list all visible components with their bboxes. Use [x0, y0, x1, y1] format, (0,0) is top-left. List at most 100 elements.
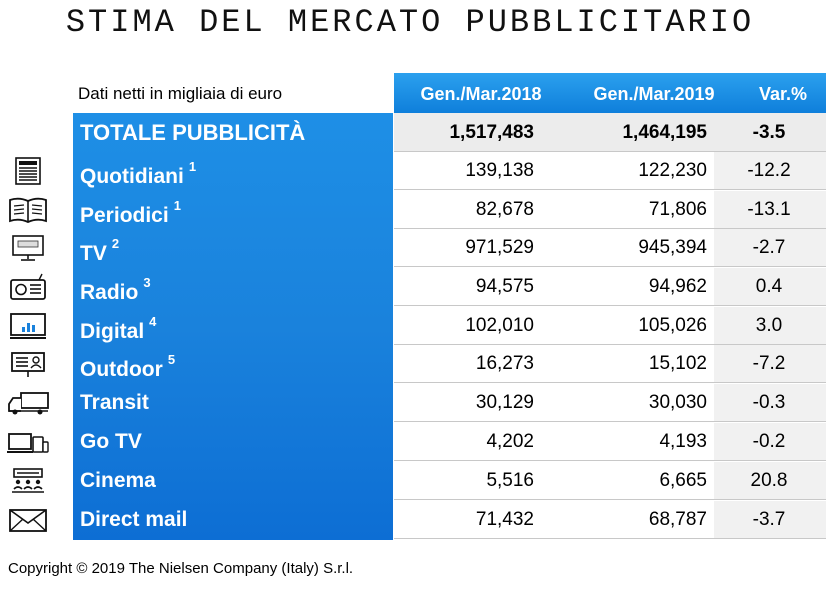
var-cell-background [714, 345, 826, 383]
row-divider [394, 421, 826, 422]
row-label-text: Radio [80, 281, 139, 304]
value-2019: 1,464,195 [622, 122, 707, 143]
row-divider [394, 344, 826, 345]
table-row: Cinema 5,516 6,665 20.8 [0, 462, 830, 500]
column-header-2019: Gen./Mar.2019 [593, 84, 715, 104]
table-row: Transit 30,129 30,030 -0.3 [0, 384, 830, 422]
footnote-marker: 1 [173, 198, 181, 213]
row-label-text: Go TV [80, 430, 142, 453]
row-label: Transit [80, 384, 149, 422]
cell-background [394, 268, 714, 306]
row-divider [394, 305, 826, 306]
var-cell-background [714, 384, 826, 422]
value-var: 3.0 [755, 315, 783, 336]
footnote-marker: 3 [143, 275, 151, 290]
row-label-text: Outdoor [80, 358, 163, 381]
footnote-marker: 2 [111, 236, 120, 251]
var-cell-background [714, 191, 826, 229]
row-divider [394, 189, 826, 190]
cell-background [394, 307, 714, 345]
var-cell-background [714, 462, 826, 500]
table-row: Direct mail 71,432 68,787 -3.7 [0, 501, 830, 539]
var-cell-background [714, 307, 826, 345]
table-row: Go TV 4,202 4,193 -0.2 [0, 423, 830, 461]
row-label-text: Transit [80, 391, 149, 414]
value-2018: 1,517,483 [449, 122, 534, 143]
value-var: -3.7 [752, 509, 786, 530]
cell-background [394, 462, 714, 500]
total-row: TOTALE PUBBLICITÀ 1,517,483 1,464,195 -3.5 [0, 113, 830, 152]
value-2018: 71,432 [475, 509, 534, 530]
value-var: -13.1 [747, 199, 791, 220]
footnote-marker: 4 [149, 314, 157, 329]
row-label: Cinema [80, 462, 156, 500]
value-var: 20.8 [750, 470, 788, 491]
cell-background [394, 152, 714, 190]
var-cell-background [714, 229, 826, 267]
var-cell-background [714, 152, 826, 190]
row-divider [394, 499, 826, 500]
value-var: -2.7 [752, 237, 786, 258]
value-var: -12.2 [747, 160, 791, 181]
value-var: -3.5 [752, 122, 786, 143]
radio-icon [6, 273, 50, 301]
value-2018: 139,138 [465, 160, 534, 181]
value-2019: 94,962 [648, 276, 707, 297]
value-2019: 105,026 [638, 315, 707, 336]
row-label: TV 2 [80, 229, 119, 267]
row-label: Direct mail [80, 501, 187, 539]
value-2018: 971,529 [465, 237, 534, 258]
table-row: Outdoor 5 16,273 15,102 -7.2 [0, 345, 830, 383]
row-label-text: Periodici [80, 204, 169, 227]
cell-background [394, 191, 714, 229]
value-2018: 94,575 [475, 276, 534, 297]
row-divider [394, 266, 826, 267]
footnote-marker: 1 [188, 159, 197, 174]
row-label-text: TV [80, 242, 107, 265]
open-magazine-icon [6, 196, 50, 224]
var-cell-background [714, 113, 826, 152]
value-2019: 30,030 [648, 392, 707, 413]
row-divider [394, 538, 826, 539]
value-2018: 30,129 [475, 392, 534, 413]
value-2019: 4,193 [659, 431, 707, 452]
value-2018: 102,010 [465, 315, 534, 336]
cell-background [394, 113, 714, 152]
var-cell-background [714, 268, 826, 306]
table-row: Periodici 1 82,678 71,806 -13.1 [0, 191, 830, 229]
value-var: -0.2 [752, 431, 786, 452]
footnote-marker: 5 [167, 352, 176, 367]
copyright-notice: Copyright © 2019 The Nielsen Company (It… [8, 560, 354, 577]
row-label-text: Direct mail [80, 508, 188, 531]
row-divider [394, 151, 826, 152]
value-2019: 122,230 [638, 160, 707, 181]
truck-icon [6, 389, 50, 417]
value-2019: 68,787 [648, 509, 707, 530]
newspaper-icon [6, 157, 50, 185]
value-var: -7.2 [752, 353, 786, 374]
tv-icon [6, 234, 50, 262]
envelope-icon [6, 506, 50, 534]
category-column [73, 113, 393, 540]
column-header-var: Var.% [758, 84, 808, 104]
cell-background [394, 345, 714, 383]
cinema-icon [6, 467, 50, 495]
value-2019: 71,806 [648, 199, 707, 220]
row-label: Go TV [80, 423, 142, 461]
row-label: TOTALE PUBBLICITÀ [80, 113, 305, 151]
value-var: -0.3 [752, 392, 786, 413]
table-row: Radio 3 94,575 94,962 0.4 [0, 268, 830, 306]
column-header-2018: Gen./Mar.2018 [420, 84, 542, 104]
row-label: Radio 3 [80, 268, 151, 306]
row-divider [394, 460, 826, 461]
value-2019: 6,665 [659, 470, 707, 491]
table-row: Quotidiani 1 139,138 122,230 -12.2 [0, 152, 830, 190]
cell-background [394, 501, 714, 539]
value-var: 0.4 [755, 276, 783, 297]
row-label: Digital 4 [80, 307, 156, 345]
var-cell-background [714, 501, 826, 539]
table-header [394, 73, 826, 113]
billboard-icon [6, 350, 50, 378]
cell-background [394, 229, 714, 267]
devices-icon [6, 428, 50, 456]
